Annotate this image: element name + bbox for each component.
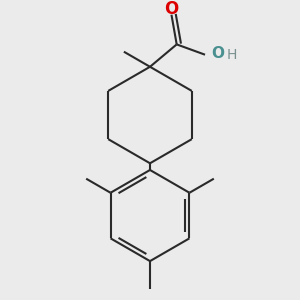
Text: H: H [226,48,237,62]
Text: O: O [212,46,225,61]
Text: O: O [164,0,178,18]
